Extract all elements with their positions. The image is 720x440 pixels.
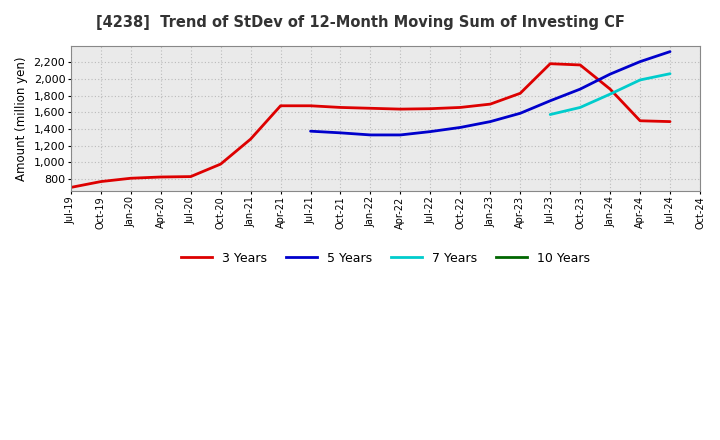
Legend: 3 Years, 5 Years, 7 Years, 10 Years: 3 Years, 5 Years, 7 Years, 10 Years: [177, 248, 594, 268]
Y-axis label: Amount (million yen): Amount (million yen): [15, 56, 28, 180]
Text: [4238]  Trend of StDev of 12-Month Moving Sum of Investing CF: [4238] Trend of StDev of 12-Month Moving…: [96, 15, 624, 30]
